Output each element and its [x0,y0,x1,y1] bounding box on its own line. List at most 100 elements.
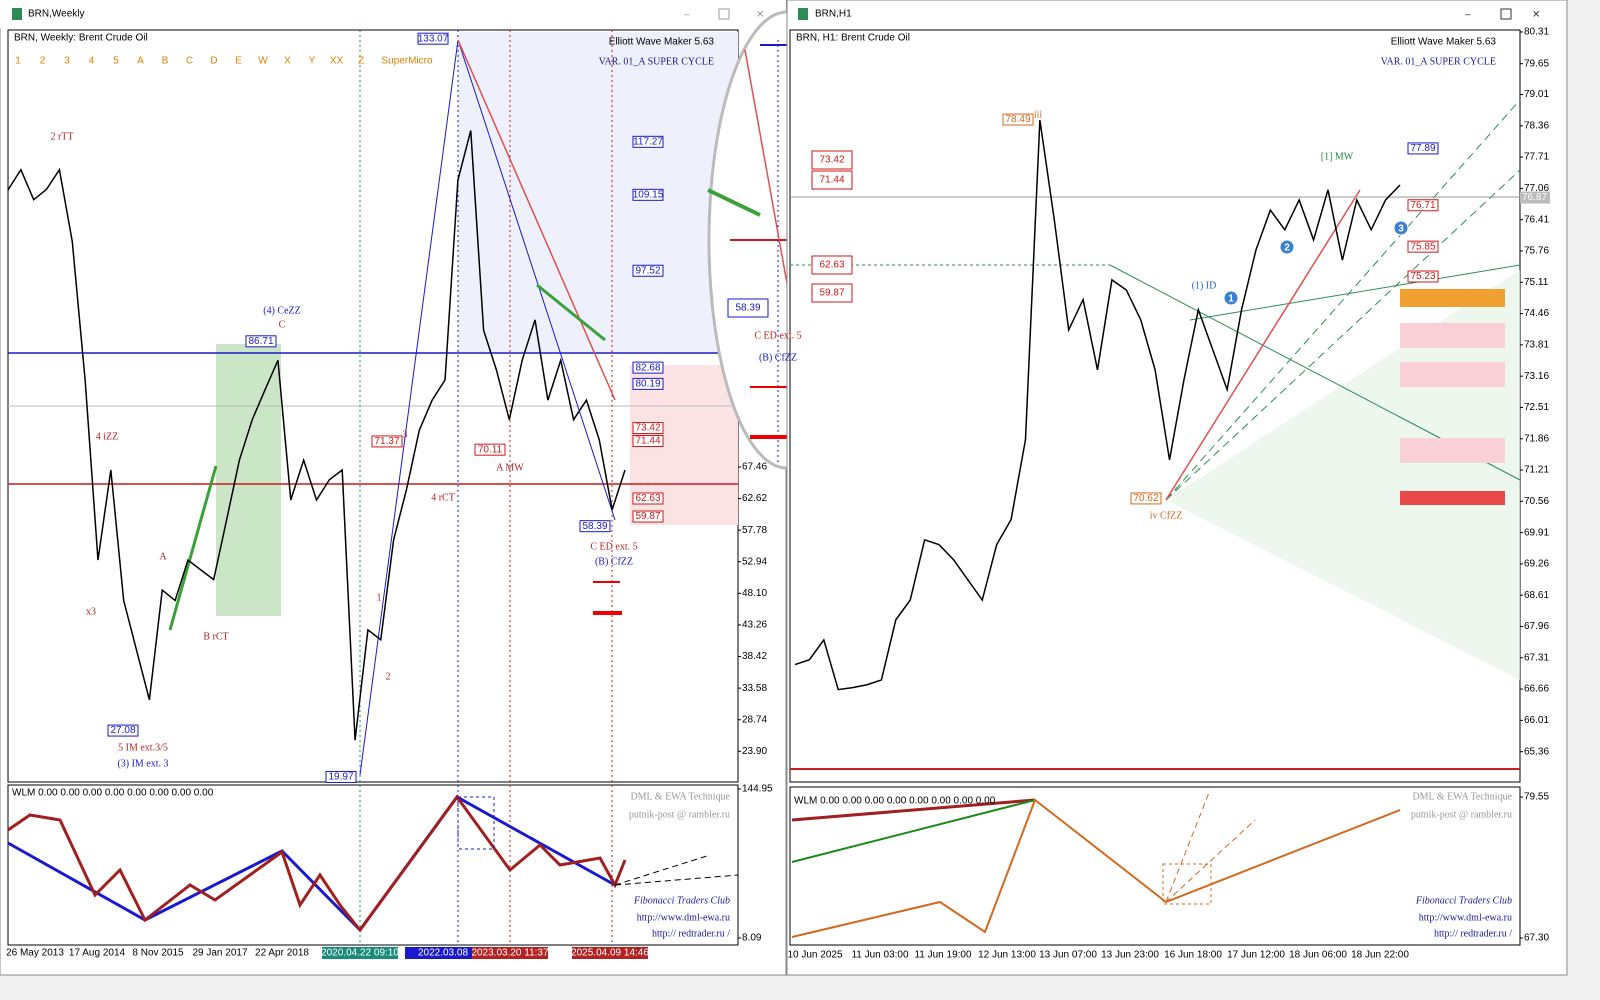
price-box [1407,240,1439,253]
current-price [1520,191,1550,204]
degree-label: Z [358,56,364,67]
wave-label: (4) CeZZ [263,305,301,316]
price-box-label: 77.89 [1410,143,1435,154]
credit: http:// redtrader.ru / [1434,928,1512,939]
title-bar [0,0,786,28]
y-tick-label: 80.31 [1524,27,1549,38]
y-tick-label: 68.61 [1524,590,1549,601]
date-marker [405,947,481,959]
price-box [417,32,449,45]
y-tick-label: 28.74 [742,714,767,725]
maximize-button[interactable] [1500,8,1512,20]
close-button[interactable]: ✕ [756,10,764,21]
y-tick-label: 8.09 [742,933,762,944]
wave-label: (3) IM ext. 3 [117,758,168,769]
degree-label: W [258,56,268,67]
y-tick-label: 69.26 [1524,559,1549,570]
price-box-label: 58.39 [582,521,607,532]
price-line [794,119,1401,691]
y-tick-label: 77.71 [1524,152,1549,163]
degree-label: E [235,56,242,67]
indicator-line [791,798,1036,822]
minimize-button[interactable]: – [684,10,690,21]
wave-label: [1] MW [1321,151,1354,162]
price-box-label: 80.19 [635,379,660,390]
price-line [7,130,626,741]
price-box-label: 86.71 [248,336,273,347]
x-tick-label: 29 Jan 2017 [192,948,247,959]
price-box [371,435,403,448]
zone [1400,289,1505,307]
credit: Fibonacci Traders Club [633,895,730,906]
fan-line [1189,264,1521,321]
degree-label: Y [309,56,316,67]
price-box-label: 97.52 [635,265,660,276]
y-tick-label: 70.56 [1524,496,1549,507]
price-box-label: 70.62 [1133,493,1158,504]
degree-label: 1 [15,56,21,67]
credit: http:// redtrader.ru / [652,928,730,939]
price-box [632,377,664,390]
x-tick-label: 10 Jun 2025 [787,950,842,961]
x-tick-label: 12 Jun 13:00 [978,950,1036,961]
zone [1400,362,1505,387]
indicator-line [7,794,627,933]
indicator-label: WLM 0.00 0.00 0.00 0.00 0.00 0.00 0.00 0… [794,796,996,807]
fan-line [1165,99,1521,501]
price-box [632,135,664,148]
x-tick-label: 13 Jun 07:00 [1039,950,1097,961]
x-tick-label: 11 Jun 03:00 [851,950,909,961]
price-box [727,298,769,318]
price-box [107,724,139,737]
x-tick-label: 2020.04.22 09:10 [321,948,399,959]
trend-line [744,49,791,301]
variant-label: VAR. 01_A SUPER CYCLE [599,56,714,67]
wave-label: 2 rTT [50,131,73,142]
projection [1165,819,1256,903]
wave-label: 1 [377,592,382,603]
y-tick-label: 38.42 [742,651,767,662]
credit: http://www.dml-ewa.ru [637,912,730,923]
price-box-label: 82.68 [635,362,660,373]
y-tick-label: 78.36 [1524,120,1549,131]
price-box-label: 75.23 [1410,271,1435,282]
y-tick-label: 73.16 [1524,371,1549,382]
price-box [474,443,506,456]
price-box-label: 76.71 [1410,200,1435,211]
date-marker [472,947,548,959]
wave-label: (B) CfZZ [595,556,633,567]
wave-label: iii [1034,109,1043,120]
y-tick-label: 71.86 [1524,433,1549,444]
wave-label: 2 [386,671,391,682]
minimize-button[interactable]: – [1465,10,1471,21]
zoom-label: (B) CfZZ [759,352,797,363]
credit: http://www.dml-ewa.ru [1419,912,1512,923]
y-tick-label: 67.30 [1524,933,1549,944]
y-tick-label: 77.06 [1524,183,1549,194]
y-tick-label: 79.65 [1524,58,1549,69]
close-button[interactable]: ✕ [1532,10,1540,21]
degree-label: B [162,56,169,67]
price-box [811,255,853,275]
price-box [632,264,664,277]
maximize-button[interactable] [718,8,730,20]
window-title: BRN,Weekly [28,9,85,20]
trend-line [168,465,218,631]
price-box-label: 71.37 [374,436,399,447]
y-tick-label: 79.55 [1524,792,1549,803]
y-tick-label: 43.26 [742,620,767,631]
price-box [811,170,853,190]
wave-label: 3 [403,429,408,440]
price-box-label: 117.27 [633,136,663,147]
price-box [632,188,664,201]
y-tick-label: 62.62 [742,493,767,504]
x-tick-label: 18 Jun 22:00 [1351,950,1409,961]
fib-zone [458,32,738,352]
price-box-label: 73.42 [635,423,660,434]
wave-label: C ED ext. 5 [590,541,637,552]
x-tick-label: 8 Nov 2015 [132,948,184,959]
wave-marker [1393,220,1409,236]
wave-label: 5 IM ext.3/5 [118,742,168,753]
zoom-label: C ED ext. 5 [754,330,801,341]
